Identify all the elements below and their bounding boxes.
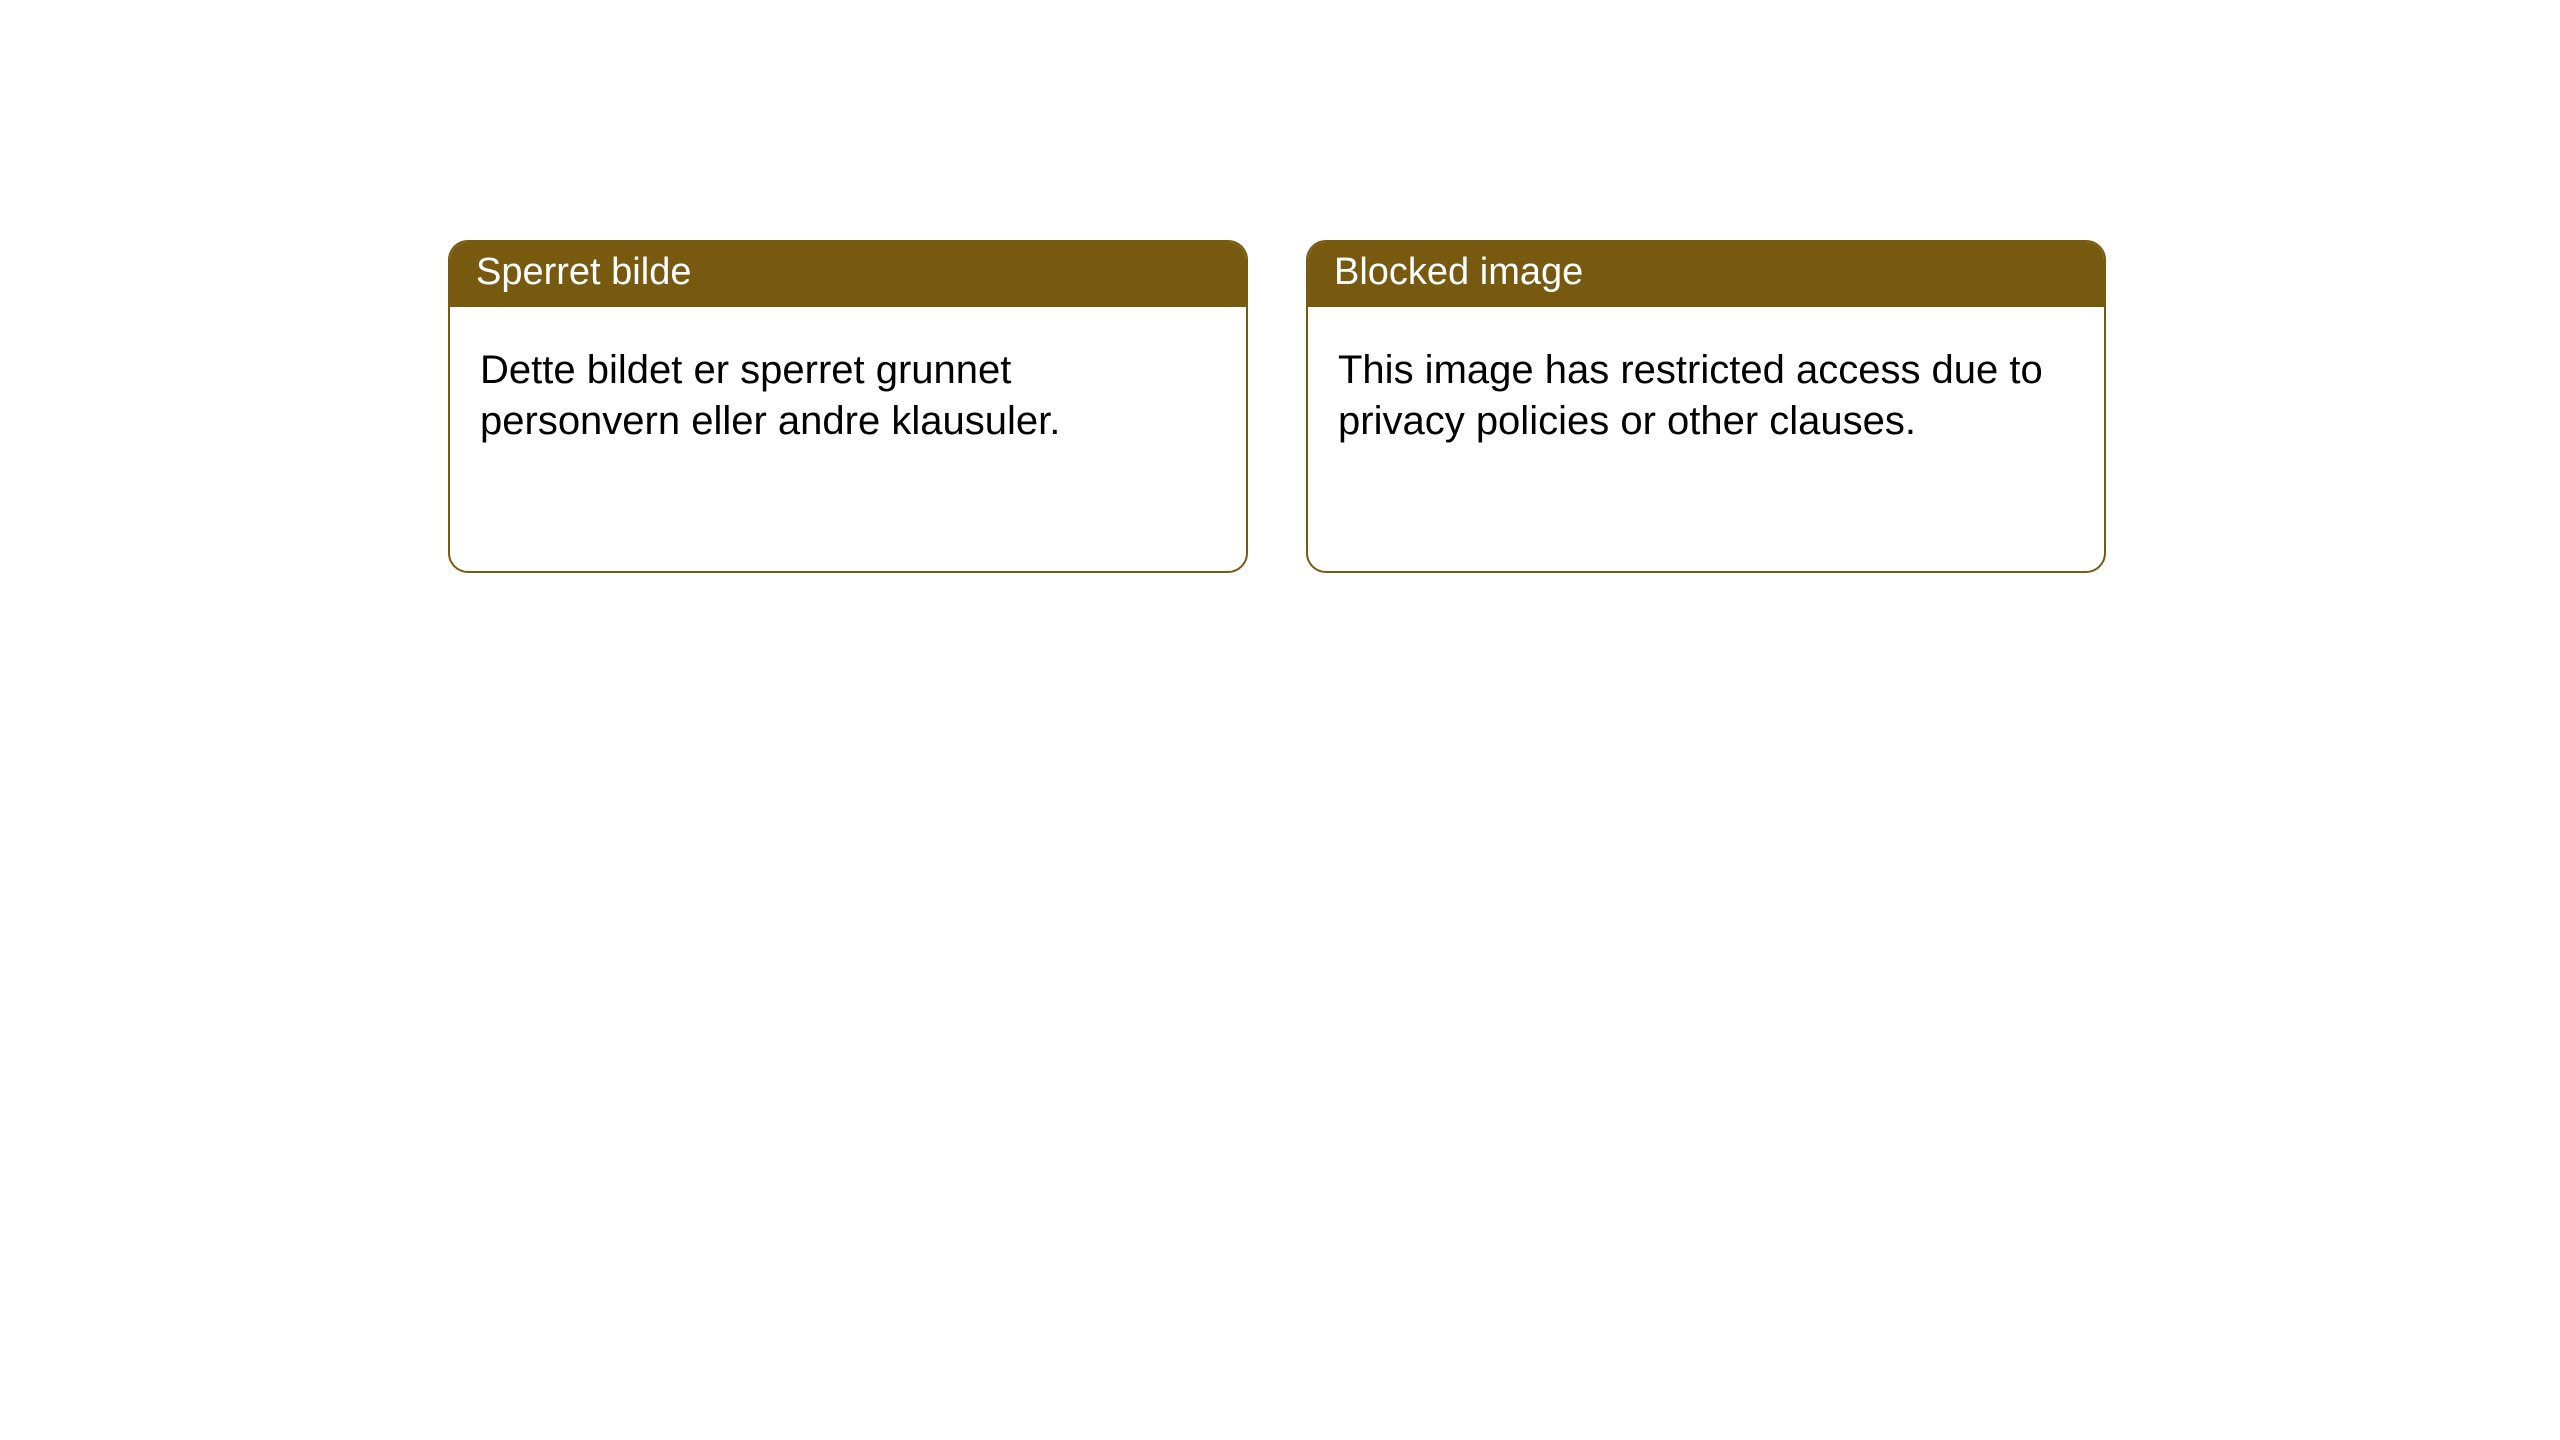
- card-body-text: Dette bildet er sperret grunnet personve…: [480, 348, 1060, 443]
- blocked-image-card-en: Blocked image This image has restricted …: [1306, 240, 2106, 573]
- card-header: Blocked image: [1308, 242, 2104, 307]
- card-header: Sperret bilde: [450, 242, 1246, 307]
- card-title: Blocked image: [1334, 251, 1583, 293]
- blocked-image-card-no: Sperret bilde Dette bildet er sperret gr…: [448, 240, 1248, 573]
- card-body: Dette bildet er sperret grunnet personve…: [450, 307, 1246, 477]
- card-title: Sperret bilde: [476, 251, 691, 293]
- card-body-text: This image has restricted access due to …: [1338, 348, 2043, 443]
- notice-container: Sperret bilde Dette bildet er sperret gr…: [0, 0, 2560, 573]
- card-body: This image has restricted access due to …: [1308, 307, 2104, 477]
